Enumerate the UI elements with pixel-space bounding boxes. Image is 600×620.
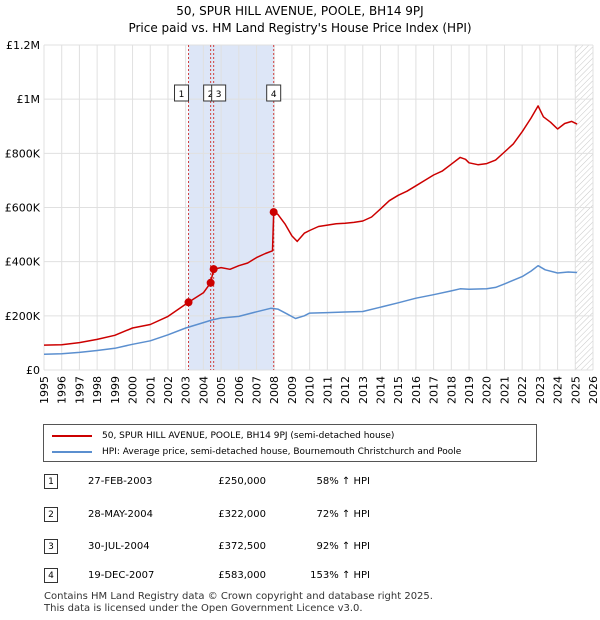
sale-label-box	[211, 84, 227, 102]
table-row: 1 27-FEB-2003 £250,000 58% ↑ HPI	[44, 474, 444, 490]
y-tick-label: £400K	[5, 256, 41, 269]
x-tick-label: 2007	[251, 376, 264, 404]
sale-label-box	[174, 84, 190, 102]
x-tick-label: 2025	[569, 376, 582, 404]
legend-label-property: 50, SPUR HILL AVENUE, POOLE, BH14 9PJ (s…	[102, 431, 395, 441]
x-tick-label: 1998	[91, 376, 104, 404]
footer-line-copyright: Contains HM Land Registry data © Crown c…	[44, 591, 433, 602]
x-tick-label: 2009	[286, 376, 299, 404]
transaction-number-badge: 1	[44, 474, 58, 489]
transaction-price: £583,000	[218, 570, 266, 581]
chart-title: 50, SPUR HILL AVENUE, POOLE, BH14 9PJ Pr…	[0, 3, 600, 37]
transaction-hpi-change: 72% ↑ HPI	[316, 509, 370, 520]
y-tick-label: £800K	[5, 147, 41, 160]
chart-title-line1: 50, SPUR HILL AVENUE, POOLE, BH14 9PJ	[176, 4, 424, 18]
x-tick-label: 2026	[587, 376, 600, 404]
y-tick-label: £1.2M	[6, 39, 40, 52]
x-tick-label: 1999	[109, 376, 122, 404]
x-tick-label: 2004	[197, 376, 210, 404]
footer-line-licence: This data is licensed under the Open Gov…	[44, 603, 363, 614]
x-tick-label: 2006	[233, 376, 246, 404]
transaction-price: £322,000	[218, 509, 266, 520]
x-tick-label: 2022	[516, 376, 529, 404]
legend-item-hpi: HPI: Average price, semi-detached house,…	[52, 447, 461, 457]
transaction-hpi-change: 92% ↑ HPI	[316, 541, 370, 552]
sale-point	[206, 278, 215, 287]
x-tick-label: 1995	[38, 376, 51, 404]
x-tick-label: 2023	[534, 376, 547, 404]
sale-point	[184, 298, 193, 307]
legend-swatch-red	[52, 435, 92, 437]
chart-title-line2: Price paid vs. HM Land Registry's House …	[128, 21, 472, 35]
x-tick-label: 2015	[392, 376, 405, 404]
table-row: 4 19-DEC-2007 £583,000 153% ↑ HPI	[44, 568, 444, 584]
x-tick-label: 2016	[410, 376, 423, 404]
transaction-date: 19-DEC-2007	[88, 570, 155, 581]
legend-label-hpi: HPI: Average price, semi-detached house,…	[102, 447, 462, 457]
x-tick-label: 2014	[374, 376, 387, 404]
x-tick-label: 2018	[445, 376, 458, 404]
transaction-hpi-change: 153% ↑ HPI	[310, 570, 370, 581]
x-tick-label: 2001	[144, 376, 157, 404]
series-line-hpi	[44, 264, 578, 356]
sale-point	[209, 265, 218, 274]
x-tick-label: 1997	[73, 376, 86, 404]
transaction-date: 30-JUL-2004	[88, 541, 150, 552]
table-row: 2 28-MAY-2004 £322,000 72% ↑ HPI	[44, 507, 444, 523]
x-tick-label: 2013	[357, 376, 370, 404]
legend-swatch-blue	[52, 451, 92, 453]
x-tick-label: 2011	[321, 376, 334, 404]
x-tick-label: 2008	[268, 376, 281, 404]
transaction-date: 27-FEB-2003	[88, 476, 153, 487]
x-tick-label: 2003	[180, 376, 193, 404]
y-tick-label: £1M	[17, 93, 41, 106]
x-tick-label: 2019	[463, 376, 476, 404]
x-tick-label: 2020	[481, 376, 494, 404]
legend: 50, SPUR HILL AVENUE, POOLE, BH14 9PJ (s…	[43, 424, 537, 462]
footer-attribution: Contains HM Land Registry data © Crown c…	[44, 591, 433, 615]
sale-label-number: 1	[179, 90, 185, 100]
sale-label-number: 2	[208, 90, 214, 100]
x-tick-label: 2017	[428, 376, 441, 404]
transaction-price: £250,000	[218, 476, 266, 487]
sale-label-number: 4	[271, 90, 277, 100]
transaction-number-badge: 2	[44, 507, 58, 522]
x-tick-label: 2012	[339, 376, 352, 404]
table-row: 3 30-JUL-2004 £372,500 92% ↑ HPI	[44, 539, 444, 555]
legend-item-property: 50, SPUR HILL AVENUE, POOLE, BH14 9PJ (s…	[52, 431, 394, 441]
x-tick-label: 2021	[498, 376, 511, 404]
sale-label-number: 3	[216, 90, 222, 100]
transaction-date: 28-MAY-2004	[88, 509, 154, 520]
sale-point	[269, 208, 278, 217]
x-tick-label: 2024	[552, 376, 565, 404]
series-line-property	[44, 105, 578, 346]
transaction-hpi-change: 58% ↑ HPI	[316, 476, 370, 487]
y-tick-label: £200K	[5, 310, 41, 323]
transaction-number-badge: 3	[44, 539, 58, 554]
x-tick-label: 2002	[162, 376, 175, 404]
x-tick-label: 1996	[56, 376, 69, 404]
x-tick-label: 2000	[127, 376, 140, 404]
sale-label-box	[266, 84, 282, 102]
y-tick-label: £600K	[5, 202, 41, 215]
y-tick-label: £0	[26, 364, 40, 377]
transaction-price: £372,500	[218, 541, 266, 552]
transaction-number-badge: 4	[44, 568, 58, 583]
x-tick-label: 2005	[215, 376, 228, 404]
x-tick-label: 2010	[304, 376, 317, 404]
